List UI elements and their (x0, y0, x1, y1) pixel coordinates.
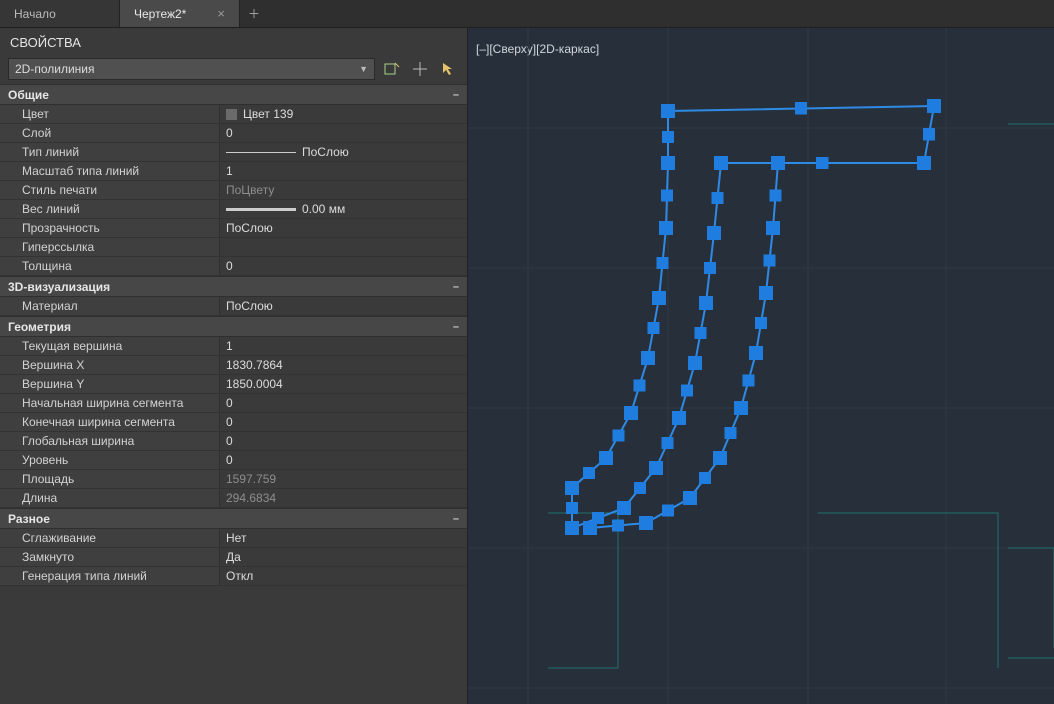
property-label: Вершина X (0, 356, 220, 374)
property-value[interactable]: ПоСлою (220, 219, 467, 237)
group-title: Геометрия (8, 320, 71, 334)
property-value[interactable]: 294.6834 (220, 489, 467, 507)
property-value[interactable]: 0 (220, 257, 467, 275)
property-row[interactable]: ПрозрачностьПоСлою (0, 219, 467, 238)
property-label: Прозрачность (0, 219, 220, 237)
collapse-icon[interactable]: – (453, 281, 459, 293)
property-row[interactable]: Начальная ширина сегмента0 (0, 394, 467, 413)
property-row[interactable]: Площадь1597.759 (0, 470, 467, 489)
property-label: Сглаживание (0, 529, 220, 547)
collapse-icon[interactable]: – (453, 89, 459, 101)
property-label: Уровень (0, 451, 220, 469)
select-objects-button[interactable] (437, 58, 459, 80)
property-row[interactable]: Текущая вершина1 (0, 337, 467, 356)
viewport-canvas[interactable] (468, 28, 1054, 704)
property-label: Конечная ширина сегмента (0, 413, 220, 431)
property-value[interactable]: ПоЦвету (220, 181, 467, 199)
property-label: Глобальная ширина (0, 432, 220, 450)
property-row[interactable]: Вес линий0.00 мм (0, 200, 467, 219)
property-label: Площадь (0, 470, 220, 488)
tab-home[interactable]: Начало (0, 0, 120, 27)
property-value[interactable]: 0 (220, 432, 467, 450)
color-swatch (226, 109, 237, 120)
lineweight-sample (226, 208, 296, 211)
property-value[interactable]: Да (220, 548, 467, 566)
pim-toggle-button[interactable] (381, 58, 403, 80)
group-title: 3D-визуализация (8, 280, 110, 294)
property-value[interactable]: 1597.759 (220, 470, 467, 488)
tab-label: Начало (14, 7, 56, 21)
property-label: Цвет (0, 105, 220, 123)
group-title: Общие (8, 88, 49, 102)
group-header[interactable]: Общие – (0, 84, 467, 105)
collapse-icon[interactable]: – (453, 321, 459, 333)
property-value[interactable]: 0.00 мм (220, 200, 467, 218)
property-row[interactable]: Толщина0 (0, 257, 467, 276)
property-row[interactable]: Генерация типа линийОткл (0, 567, 467, 586)
property-value[interactable]: Цвет 139 (220, 105, 467, 123)
property-label: Текущая вершина (0, 337, 220, 355)
property-value[interactable]: 1850.0004 (220, 375, 467, 393)
property-label: Гиперссылка (0, 238, 220, 256)
tab-drawing[interactable]: Чертеж2* × (120, 0, 240, 27)
property-row[interactable]: Масштаб типа линий1 (0, 162, 467, 181)
group-header[interactable]: Геометрия – (0, 316, 467, 337)
property-label: Толщина (0, 257, 220, 275)
property-label: Стиль печати (0, 181, 220, 199)
property-row[interactable]: Глобальная ширина0 (0, 432, 467, 451)
property-row[interactable]: Тип линийПоСлою (0, 143, 467, 162)
property-label: Длина (0, 489, 220, 507)
new-tab-button[interactable]: ＋ (240, 0, 268, 27)
property-row[interactable]: Вершина Y1850.0004 (0, 375, 467, 394)
property-row[interactable]: Слой0 (0, 124, 467, 143)
document-tabs: Начало Чертеж2* × ＋ (0, 0, 1054, 28)
property-value[interactable]: 1 (220, 337, 467, 355)
property-value[interactable]: ПоСлою (220, 143, 467, 161)
group-header[interactable]: 3D-визуализация – (0, 276, 467, 297)
property-row[interactable]: Конечная ширина сегмента0 (0, 413, 467, 432)
close-icon[interactable]: × (217, 6, 225, 21)
chevron-down-icon: ▼ (359, 64, 368, 74)
property-label: Вершина Y (0, 375, 220, 393)
group-header[interactable]: Разное – (0, 508, 467, 529)
property-row[interactable]: Стиль печатиПоЦвету (0, 181, 467, 200)
group-title: Разное (8, 512, 50, 526)
property-label: Тип линий (0, 143, 220, 161)
property-row[interactable]: Гиперссылка (0, 238, 467, 257)
property-value[interactable]: 0 (220, 124, 467, 142)
property-label: Вес линий (0, 200, 220, 218)
property-label: Масштаб типа линий (0, 162, 220, 180)
property-value[interactable]: 0 (220, 394, 467, 412)
property-label: Начальная ширина сегмента (0, 394, 220, 412)
drawing-viewport[interactable]: [–][Сверху][2D-каркас] (468, 28, 1054, 704)
property-row[interactable]: Длина294.6834 (0, 489, 467, 508)
property-row[interactable]: Уровень0 (0, 451, 467, 470)
quick-select-button[interactable] (409, 58, 431, 80)
collapse-icon[interactable]: – (453, 513, 459, 525)
property-value[interactable] (220, 238, 467, 256)
properties-panel: СВОЙСТВА 2D-полилиния ▼ Общие – ЦветЦвет 1… (0, 28, 468, 704)
property-value[interactable]: 0 (220, 451, 467, 469)
property-row[interactable]: СглаживаниеНет (0, 529, 467, 548)
property-label: Замкнуто (0, 548, 220, 566)
linetype-sample (226, 152, 296, 153)
property-value[interactable]: Нет (220, 529, 467, 547)
object-type-label: 2D-полилиния (15, 62, 94, 76)
property-row[interactable]: ЦветЦвет 139 (0, 105, 467, 124)
property-label: Материал (0, 297, 220, 315)
property-value[interactable]: 1830.7864 (220, 356, 467, 374)
property-label: Генерация типа линий (0, 567, 220, 585)
property-value[interactable]: ПоСлою (220, 297, 467, 315)
property-value[interactable]: 0 (220, 413, 467, 431)
property-value[interactable]: Откл (220, 567, 467, 585)
property-label: Слой (0, 124, 220, 142)
object-type-select[interactable]: 2D-полилиния ▼ (8, 58, 375, 80)
property-value[interactable]: 1 (220, 162, 467, 180)
property-row[interactable]: МатериалПоСлою (0, 297, 467, 316)
tab-label: Чертеж2* (134, 7, 186, 21)
panel-title: СВОЙСТВА (0, 28, 467, 54)
property-row[interactable]: ЗамкнутоДа (0, 548, 467, 567)
property-row[interactable]: Вершина X1830.7864 (0, 356, 467, 375)
